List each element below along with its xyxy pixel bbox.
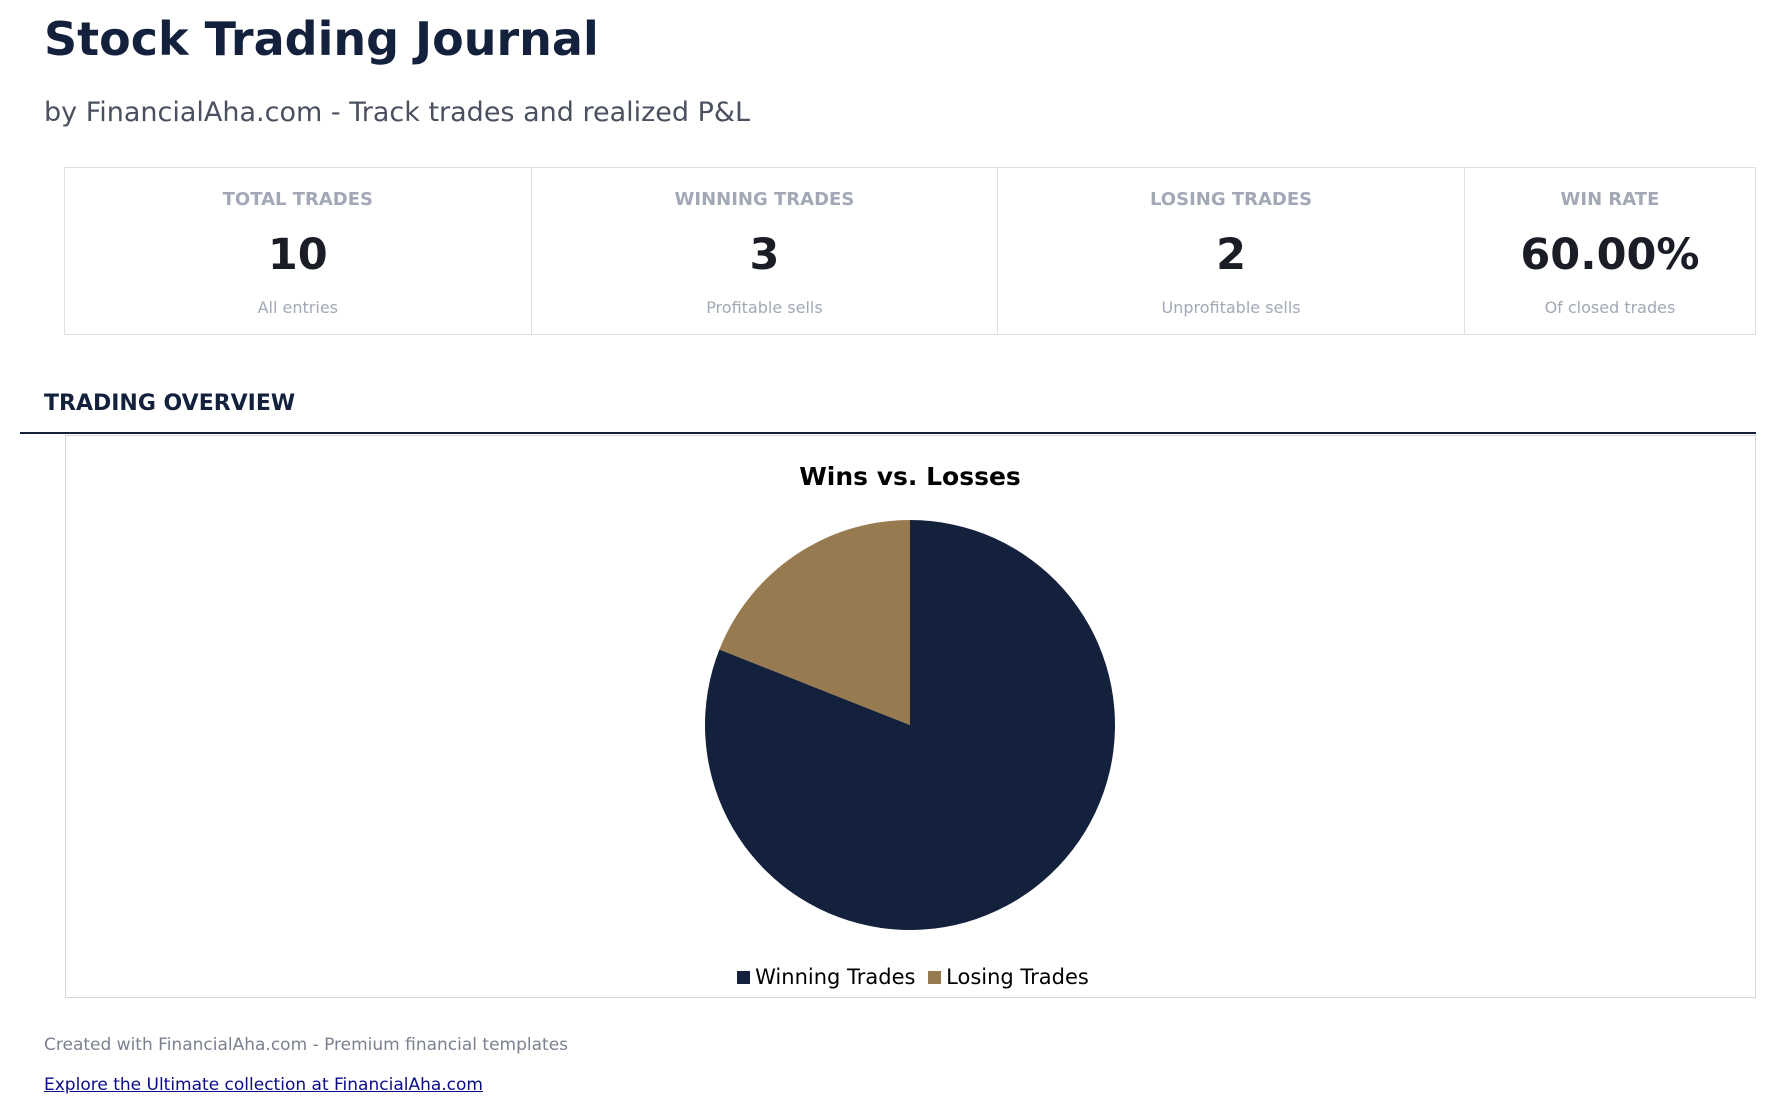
stat-value: 3 xyxy=(749,230,780,280)
chart-container xyxy=(65,435,1756,998)
stat-value: 10 xyxy=(267,230,328,280)
legend-swatch-losing xyxy=(928,971,942,984)
legend-label-winning[interactable]: Winning Trades xyxy=(755,965,916,989)
stat-card-winning-trades: WINNING TRADES 3 Profitable sells xyxy=(532,168,999,334)
stat-value: 60.00% xyxy=(1520,230,1700,280)
stat-label: WINNING TRADES xyxy=(674,189,855,210)
page-title: Stock Trading Journal xyxy=(44,12,599,66)
stats-cards: TOTAL TRADES 10 All entries WINNING TRAD… xyxy=(64,167,1756,335)
section-divider xyxy=(20,432,1756,434)
stat-card-win-rate: WIN RATE 60.00% Of closed trades xyxy=(1465,168,1755,334)
stat-caption: All entries xyxy=(257,298,338,317)
pie-slice-losing-trades[interactable] xyxy=(719,520,910,725)
page-subtitle: by FinancialAha.com - Track trades and r… xyxy=(44,97,751,128)
section-title: TRADING OVERVIEW xyxy=(44,391,296,416)
stat-card-total-trades: TOTAL TRADES 10 All entries xyxy=(65,168,532,334)
footer-link[interactable]: Explore the Ultimate collection at Finan… xyxy=(44,1075,483,1095)
stat-caption: Of closed trades xyxy=(1544,298,1676,317)
legend-label-losing[interactable]: Losing Trades xyxy=(946,965,1089,989)
stat-label: LOSING TRADES xyxy=(1149,189,1313,210)
stat-caption: Unprofitable sells xyxy=(1161,298,1301,317)
chart-legend: Winning Trades Losing Trades xyxy=(0,965,1777,989)
stat-card-losing-trades: LOSING TRADES 2 Unprofitable sells xyxy=(998,168,1465,334)
stat-label: TOTAL TRADES xyxy=(222,189,374,210)
chart-title: Wins vs. Losses xyxy=(799,462,1021,491)
stat-label: WIN RATE xyxy=(1560,189,1660,210)
stat-caption: Profitable sells xyxy=(706,298,823,317)
footer-text: Created with FinancialAha.com - Premium … xyxy=(44,1035,569,1055)
stat-value: 2 xyxy=(1216,230,1247,280)
legend-swatch-winning xyxy=(737,971,751,984)
